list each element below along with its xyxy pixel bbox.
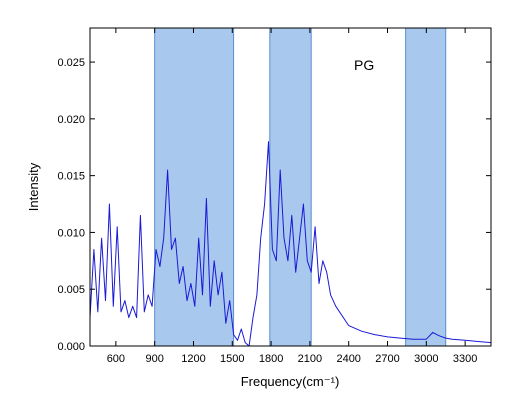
- x-axis-ticks: 600 900 1200 1500 1800 2100 2400 2700 3000 3300: [107, 28, 477, 365]
- x-tick-label: 2700: [375, 353, 399, 365]
- x-tick-label: 900: [145, 353, 163, 365]
- y-tick-label: 0.005: [57, 284, 85, 296]
- x-tick-label: 1800: [259, 353, 283, 365]
- x-tick-label: 3300: [453, 353, 477, 365]
- x-axis-title: Frequency(cm⁻¹): [241, 374, 340, 389]
- y-axis-ticks: 0.000 0.005 0.010 0.015 0.020 0.025: [57, 57, 491, 353]
- y-tick-label: 0.010: [57, 227, 85, 239]
- x-tick-label: 600: [107, 353, 125, 365]
- spectrum-line-layer: [89, 141, 492, 347]
- x-tick-label: 1500: [220, 353, 244, 365]
- x-tick-label: 2400: [336, 353, 360, 365]
- y-tick-label: 0.025: [57, 57, 85, 69]
- y-tick-label: 0.000: [57, 341, 85, 353]
- shaded-regions: [154, 27, 447, 347]
- shaded-region-1: [154, 27, 235, 347]
- y-tick-label: 0.020: [57, 114, 85, 126]
- x-tick-label: 2100: [298, 353, 322, 365]
- x-tick-label: 1200: [181, 353, 205, 365]
- pg-annotation: PG: [354, 57, 374, 73]
- spectrum-line: [89, 141, 492, 347]
- shaded-region-3: [405, 27, 447, 347]
- y-axis-title: Intensity: [26, 162, 41, 211]
- y-tick-label: 0.015: [57, 171, 85, 183]
- x-tick-label: 3000: [414, 353, 438, 365]
- plot-frame: [89, 27, 492, 347]
- shaded-region-2: [269, 27, 312, 347]
